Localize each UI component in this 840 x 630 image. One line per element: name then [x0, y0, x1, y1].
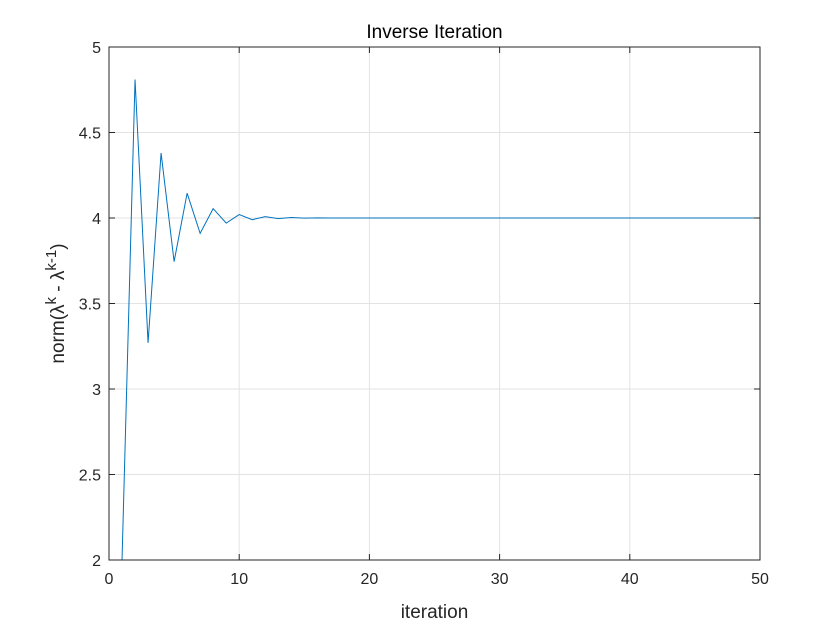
y-tick-label: 3.5: [79, 297, 101, 314]
series-line: [121, 79, 760, 561]
x-tick-labels: 0 10 20 30 40 50: [105, 571, 769, 588]
y-label-sup-k-1: k-1: [43, 250, 60, 271]
y-axis-label: norm(λk - λk-1): [43, 243, 69, 363]
x-axis-label: iteration: [401, 602, 469, 623]
chart-title: Inverse Iteration: [366, 22, 502, 43]
y-tick-label: 5: [92, 40, 101, 57]
x-tick-label: 20: [361, 571, 379, 588]
x-tick-label: 40: [621, 571, 639, 588]
ticks: [108, 46, 761, 561]
y-label-suffix: ): [48, 243, 69, 249]
x-tick-label: 0: [105, 571, 114, 588]
y-label-sup-k: k: [43, 296, 60, 304]
y-tick-label: 4: [92, 211, 101, 228]
series-group: [121, 79, 760, 561]
y-tick-label: 4.5: [79, 126, 101, 143]
y-label-middle: - λ: [48, 270, 69, 297]
y-label-prefix: norm(λ: [48, 304, 69, 364]
x-tick-label: 10: [230, 571, 248, 588]
y-axis-label-text: norm(λk - λk-1): [43, 243, 69, 363]
y-tick-label: 2: [92, 553, 101, 570]
x-tick-label: 50: [751, 571, 769, 588]
y-tick-label: 3: [92, 382, 101, 399]
x-tick-label: 30: [491, 571, 509, 588]
y-tick-labels: 2 2.5 3 3.5 4 4.5 5: [79, 40, 101, 570]
y-tick-label: 2.5: [79, 468, 101, 485]
